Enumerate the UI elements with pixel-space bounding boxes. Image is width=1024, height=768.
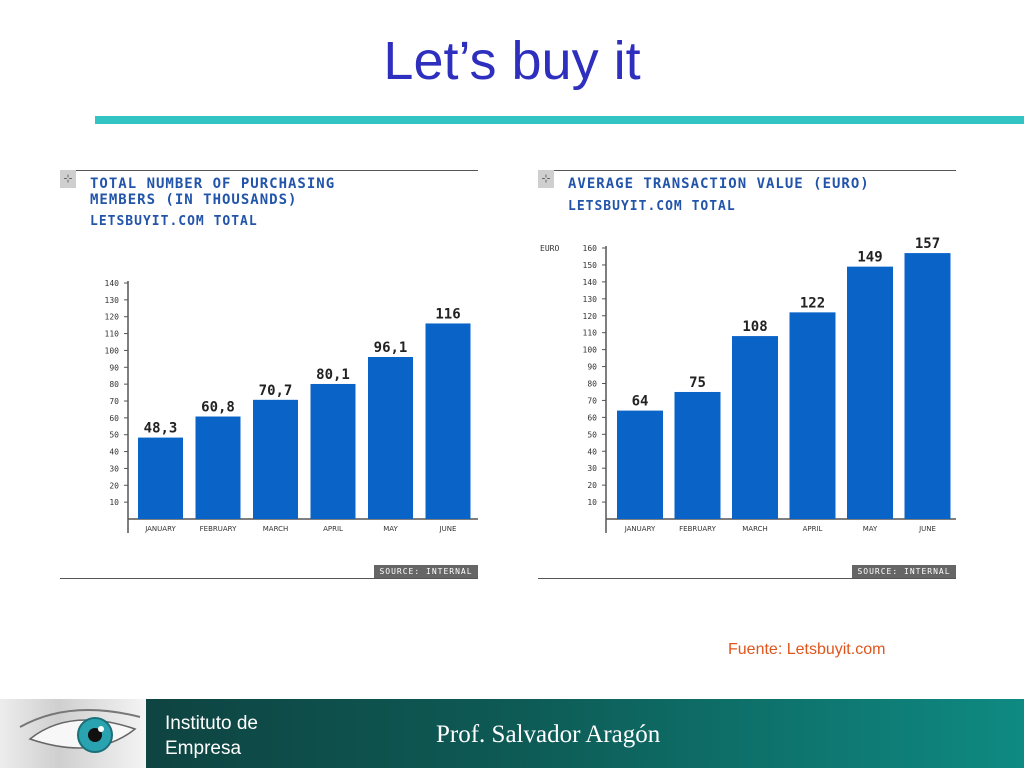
footer-bar: Instituto de Empresa Prof. Salvador Arag… bbox=[0, 699, 1024, 768]
bar-february bbox=[674, 391, 721, 519]
y-tick-label: 90 bbox=[587, 363, 597, 372]
chart-panel-transaction: ⊹ AVERAGE TRANSACTION VALUE (EURO) LETSB… bbox=[538, 168, 958, 588]
y-tick-label: 20 bbox=[587, 481, 597, 490]
y-tick-label: 10 bbox=[587, 498, 597, 507]
data-label: 157 bbox=[915, 236, 940, 252]
x-tick-label: FEBRUARY bbox=[200, 525, 237, 533]
data-label: 122 bbox=[800, 295, 825, 311]
panel-top-rule bbox=[538, 170, 956, 171]
data-label: 75 bbox=[689, 375, 706, 391]
data-label: 149 bbox=[857, 250, 882, 266]
x-tick-label: MARCH bbox=[263, 525, 289, 533]
x-tick-label: MAY bbox=[863, 525, 878, 533]
y-axis-unit-label: EURO bbox=[540, 244, 559, 253]
y-tick-label: 120 bbox=[583, 312, 598, 321]
y-tick-label: 120 bbox=[105, 313, 120, 322]
bar-april bbox=[310, 383, 356, 519]
y-tick-label: 80 bbox=[587, 380, 597, 389]
bar-january bbox=[617, 410, 663, 519]
y-tick-label: 70 bbox=[587, 396, 597, 405]
institute-line-1: Instituto de bbox=[165, 713, 258, 734]
bar-february bbox=[195, 416, 241, 519]
bar-may bbox=[847, 266, 893, 519]
chart-subtitle: LETSBUYIT.COM TOTAL bbox=[90, 214, 258, 229]
y-tick-label: 130 bbox=[105, 296, 120, 305]
y-tick-label: 50 bbox=[109, 431, 119, 440]
chart-title: TOTAL NUMBER OF PURCHASING MEMBERS (IN T… bbox=[90, 176, 336, 208]
data-label: 64 bbox=[632, 394, 649, 410]
chart-subtitle: LETSBUYIT.COM TOTAL bbox=[568, 199, 736, 214]
chart-title: AVERAGE TRANSACTION VALUE (EURO) bbox=[568, 176, 870, 192]
y-tick-label: 40 bbox=[109, 448, 119, 457]
institute-name: Instituto de Empresa bbox=[165, 711, 258, 761]
institute-line-2: Empresa bbox=[165, 738, 242, 759]
x-tick-label: JANUARY bbox=[144, 525, 176, 533]
data-label: 96,1 bbox=[374, 340, 408, 356]
x-tick-label: APRIL bbox=[803, 525, 823, 533]
y-tick-label: 100 bbox=[105, 346, 120, 355]
bar-january bbox=[138, 437, 183, 519]
data-label: 70,7 bbox=[259, 383, 293, 399]
source-badge: SOURCE: INTERNAL bbox=[852, 565, 956, 578]
panel-top-rule bbox=[60, 170, 478, 171]
y-tick-label: 150 bbox=[583, 261, 598, 270]
y-tick-label: 40 bbox=[587, 447, 597, 456]
x-tick-label: MAY bbox=[383, 525, 398, 533]
y-tick-label: 130 bbox=[583, 295, 598, 304]
y-tick-label: 60 bbox=[587, 413, 597, 422]
y-tick-label: 100 bbox=[583, 346, 598, 355]
source-note: Fuente: Letsbuyit.com bbox=[728, 641, 886, 658]
y-tick-label: 10 bbox=[109, 498, 119, 507]
data-label: 60,8 bbox=[201, 400, 235, 416]
bar-april bbox=[789, 312, 836, 519]
bar-chart-members: 10 20 30 40 50 60 70 80 90 100 110 120 130 140 48,3 JAN… bbox=[105, 279, 478, 533]
x-tick-label: APRIL bbox=[323, 525, 343, 533]
y-tick-label: 110 bbox=[105, 330, 120, 339]
title-underline bbox=[95, 116, 1024, 124]
y-tick-label: 30 bbox=[109, 464, 119, 473]
y-tick-label: 50 bbox=[587, 430, 597, 439]
bar-chart-transaction: 10 20 30 40 50 60 70 80 90 100 110 120 130 140 150 160 E… bbox=[540, 236, 956, 533]
source-badge: SOURCE: INTERNAL bbox=[374, 565, 478, 578]
expand-icon[interactable]: ⊹ bbox=[60, 170, 76, 188]
panel-bottom-rule bbox=[538, 578, 956, 579]
y-tick-label: 160 bbox=[583, 244, 598, 253]
y-tick-label: 140 bbox=[105, 279, 120, 288]
x-tick-label: JUNE bbox=[439, 525, 457, 533]
x-tick-label: JUNE bbox=[918, 525, 936, 533]
bar-june bbox=[904, 253, 951, 520]
y-tick-label: 20 bbox=[109, 481, 119, 490]
bar-march bbox=[253, 399, 298, 519]
y-tick-label: 70 bbox=[109, 397, 119, 406]
y-tick-label: 140 bbox=[583, 278, 598, 287]
y-tick-label: 110 bbox=[583, 329, 598, 338]
eye-logo bbox=[0, 699, 146, 768]
bar-june bbox=[425, 323, 471, 519]
data-label: 108 bbox=[742, 319, 767, 335]
y-tick-label: 30 bbox=[587, 464, 597, 473]
x-tick-label: FEBRUARY bbox=[679, 525, 716, 533]
panel-bottom-rule bbox=[60, 578, 478, 579]
bar-march bbox=[732, 336, 778, 519]
expand-icon[interactable]: ⊹ bbox=[538, 170, 554, 188]
data-label: 48,3 bbox=[144, 421, 178, 437]
x-tick-label: MARCH bbox=[742, 525, 768, 533]
data-label: 116 bbox=[435, 306, 460, 322]
x-tick-label: JANUARY bbox=[624, 525, 656, 533]
data-label: 80,1 bbox=[316, 367, 350, 383]
professor-name: Prof. Salvador Aragón bbox=[436, 721, 661, 748]
bar-may bbox=[368, 357, 413, 519]
y-tick-label: 80 bbox=[109, 380, 119, 389]
chart-panel-members: ⊹ TOTAL NUMBER OF PURCHASING MEMBERS (IN… bbox=[60, 168, 480, 588]
eye-icon bbox=[19, 708, 141, 753]
y-tick-label: 90 bbox=[109, 363, 119, 372]
y-tick-label: 60 bbox=[109, 414, 119, 423]
slide-title: Let’s buy it bbox=[383, 31, 641, 91]
